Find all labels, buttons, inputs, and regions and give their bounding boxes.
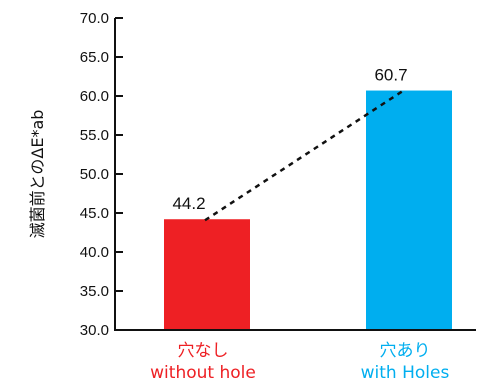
y-tick-label: 30.0 (80, 322, 109, 339)
data-label: 60.7 (374, 66, 407, 85)
y-tick-label: 50.0 (80, 166, 109, 183)
y-tick-label: 70.0 (80, 10, 109, 27)
category-label-jp: 穴なし (178, 341, 229, 361)
y-tick-label: 65.0 (80, 49, 109, 66)
axes (114, 18, 476, 331)
data-labels: 44.2 60.7 (172, 66, 407, 214)
y-tick-label: 55.0 (80, 127, 109, 144)
y-tick-label: 45.0 (80, 205, 109, 222)
category-label-en: with Holes (361, 363, 450, 383)
bar (164, 219, 250, 330)
y-axis-ticks: 30.0 35.0 40.0 45.0 50.0 55.0 60.0 65.0 70.0 (80, 10, 123, 339)
y-tick-label: 60.0 (80, 88, 109, 105)
bar (366, 90, 452, 330)
category-label-jp: 穴あり (380, 341, 431, 361)
y-axis-label: 滅菌前とのΔE*ab (28, 110, 47, 239)
data-label: 44.2 (172, 194, 205, 213)
category-label-en: without hole (150, 363, 256, 383)
y-tick-label: 40.0 (80, 244, 109, 261)
y-tick-label: 35.0 (80, 283, 109, 300)
bars (164, 90, 452, 330)
